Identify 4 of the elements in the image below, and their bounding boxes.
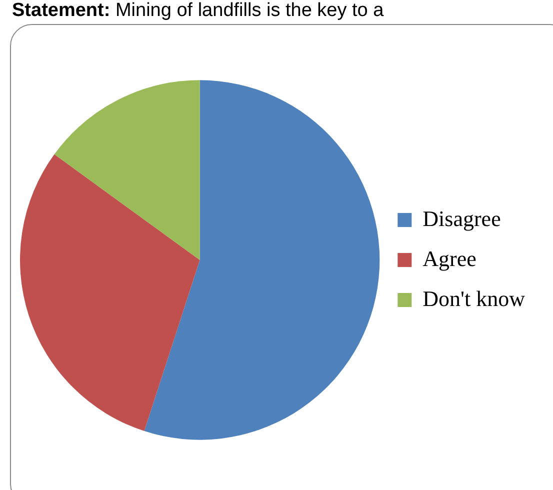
chart-title: Statement: Mining of landfills is the key to a	[12, 0, 384, 22]
legend-label: Agree	[422, 246, 476, 271]
legend-label: Don't know	[422, 286, 526, 311]
legend-label: Disagree	[422, 206, 501, 231]
